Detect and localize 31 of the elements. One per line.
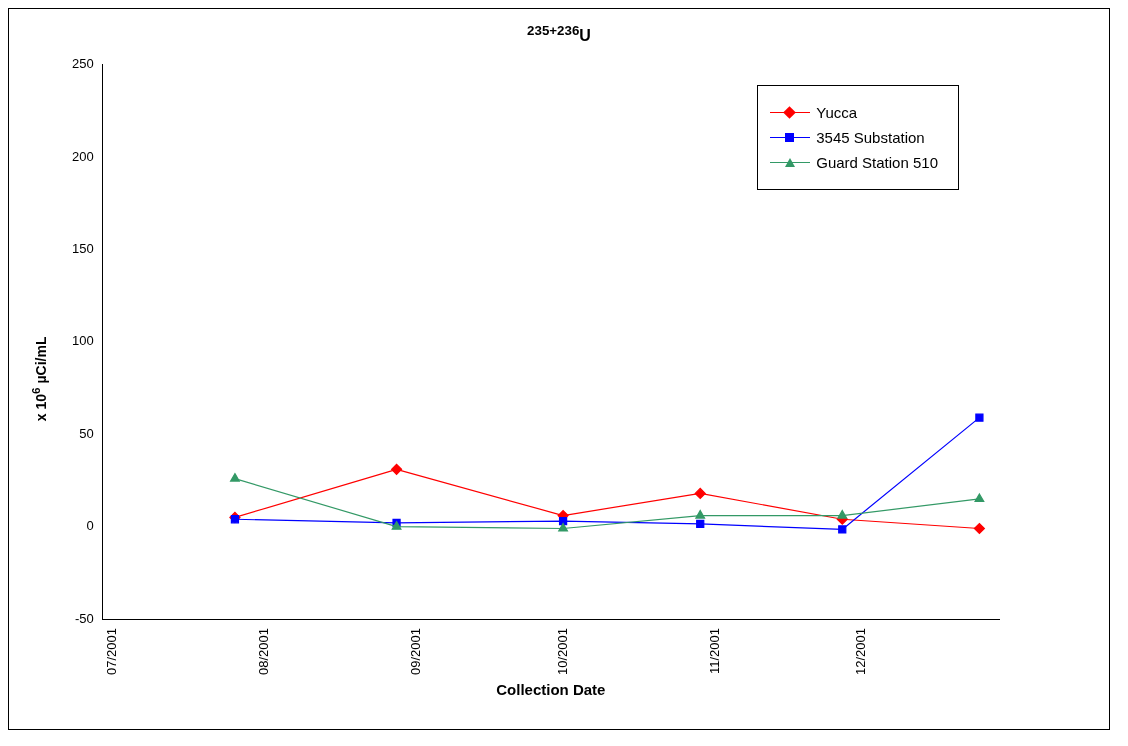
x-axis-title: Collection Date [496, 681, 606, 699]
legend-label: Guard Station 510 [816, 153, 938, 171]
point [974, 493, 985, 503]
chart-title: $^{235+236}$U [526, 23, 592, 46]
point [837, 509, 848, 519]
y-tick-label: 200 [71, 148, 94, 164]
x-tick-label: 09/2001 [407, 628, 423, 676]
x-tick-label: 12/2001 [853, 628, 869, 676]
point [838, 525, 847, 534]
legend-label: Yucca [816, 103, 858, 121]
point [558, 516, 568, 526]
point [230, 473, 240, 482]
point [696, 519, 705, 529]
y-tick-label: 250 [71, 56, 94, 72]
point [975, 413, 984, 422]
x-tick-label: 10/2001 [554, 628, 570, 676]
point [973, 522, 986, 535]
legend-label: 3545 Substation [816, 128, 925, 146]
x-tick-label: 07/2001 [104, 628, 120, 676]
y-tick-label: 50 [79, 425, 94, 441]
point [694, 487, 706, 499]
y-tick-label: 0 [86, 518, 94, 534]
x-tick-label: 08/2001 [255, 628, 271, 676]
point [390, 463, 403, 475]
y-tick-label: 100 [71, 333, 94, 349]
y-tick-label: 150 [71, 241, 94, 257]
point [558, 522, 569, 532]
point [695, 509, 706, 519]
point [230, 515, 240, 524]
x-tick-label: 11/2001 [706, 628, 722, 675]
y-tick-label: -50 [74, 610, 94, 626]
